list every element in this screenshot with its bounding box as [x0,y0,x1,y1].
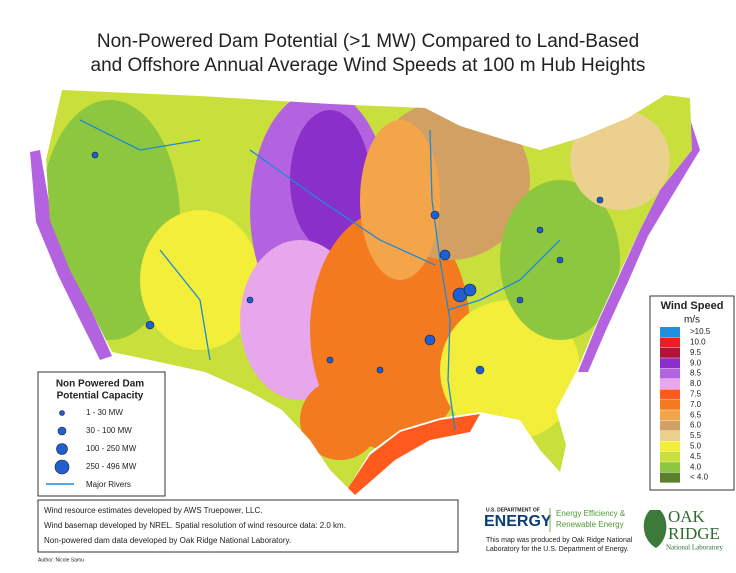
ornl-name: RIDGE [668,524,720,543]
doe-department: U.S. DEPARTMENT OF [486,507,540,513]
credit: Wind basemap developed by NREL. Spatial … [44,521,346,530]
legend-symbol [56,443,68,455]
legend-label: 6.5 [690,410,702,419]
legend-swatch [660,368,680,379]
ornl-sub: National Laboratory [666,544,723,552]
credit: Wind resource estimates developed by AWS… [44,506,262,515]
legend-label: 5.5 [690,431,702,440]
legend-label: 1 - 30 MW [86,408,123,417]
legend-label: 8.5 [690,369,702,378]
legend-label: 6.0 [690,421,702,430]
leaf-icon [643,510,667,548]
legend-label: 9.0 [690,358,702,367]
note: This map was produced by Oak Ridge Natio… [486,537,633,544]
legend-symbol [59,410,65,416]
author: Author: Nicole Samu [38,557,84,563]
legend-swatch [660,327,680,337]
credits: Wind resource estimates developed by AWS… [37,499,459,563]
legend-swatch [660,462,680,473]
legend-swatch [660,441,680,452]
legend-swatch [660,451,680,462]
legend-label: 10.0 [690,338,706,347]
wind-legend: Wind Speed m/s >10.5 10.09.59.0 8.58.0 7.57… [649,295,735,491]
legend-unit: m/s [684,315,700,326]
dams [91,151,604,375]
legend-swatch [660,389,680,400]
doe-logo: U.S. DEPARTMENT OF ENERGY Energy Efficie… [484,507,633,553]
legend-symbol [57,426,67,436]
legend-swatch [660,420,680,431]
ornl-name: OAK [668,507,706,526]
legend-title: Potential Capacity [57,391,144,402]
legend-label: Major Rivers [86,480,131,489]
legend-label: 100 - 250 MW [86,444,137,453]
legend-label: 4.5 [690,452,702,461]
legend-swatch [660,358,680,369]
rivers [79,119,561,431]
offshore-wind [30,150,112,360]
legend-label: 30 - 100 MW [86,426,132,435]
offshore-wind [578,100,700,372]
legend-label: >10.5 [690,327,711,336]
legend-swatch [660,347,680,358]
title-line: Non-Powered Dam Potential (>1 MW) Compar… [97,31,639,52]
doe-office: Renewable Energy [556,520,624,529]
doe-office: Energy Efficiency & [556,509,626,518]
legend-swatch [660,399,680,410]
dam-legend: Non Powered Dam Potential Capacity Major… [37,371,166,497]
legend-swatch [660,431,680,441]
credits-box [37,499,459,553]
legend-symbol [54,459,70,475]
offshore-wind [348,414,480,495]
doe-name: ENERGY [484,513,552,530]
legend-label: 4.0 [690,462,702,471]
credit: Non-powered dam data developed by Oak Ri… [44,536,291,545]
legend-swatch [660,410,680,421]
note: Laboratory for the U.S. Department of En… [486,546,629,553]
legend-label: 7.0 [690,400,702,409]
legend-label: 250 - 496 MW [86,462,137,471]
legend-title: Non Powered Dam [56,379,144,390]
legend-title: Wind Speed [661,300,724,312]
title-line: and Offshore Annual Average Wind Speeds … [91,55,646,76]
legend-label: 8.0 [690,379,702,388]
legend-swatch [660,337,680,348]
legend-label: < 4.0 [690,473,709,482]
ornl-logo: OAK RIDGE National Laboratory [643,507,723,552]
legend-swatch [660,472,680,483]
legend-label: 9.5 [690,348,702,357]
legend-swatch [660,379,680,389]
legend-label: 7.5 [690,390,702,399]
legend-label: 5.0 [690,442,702,451]
